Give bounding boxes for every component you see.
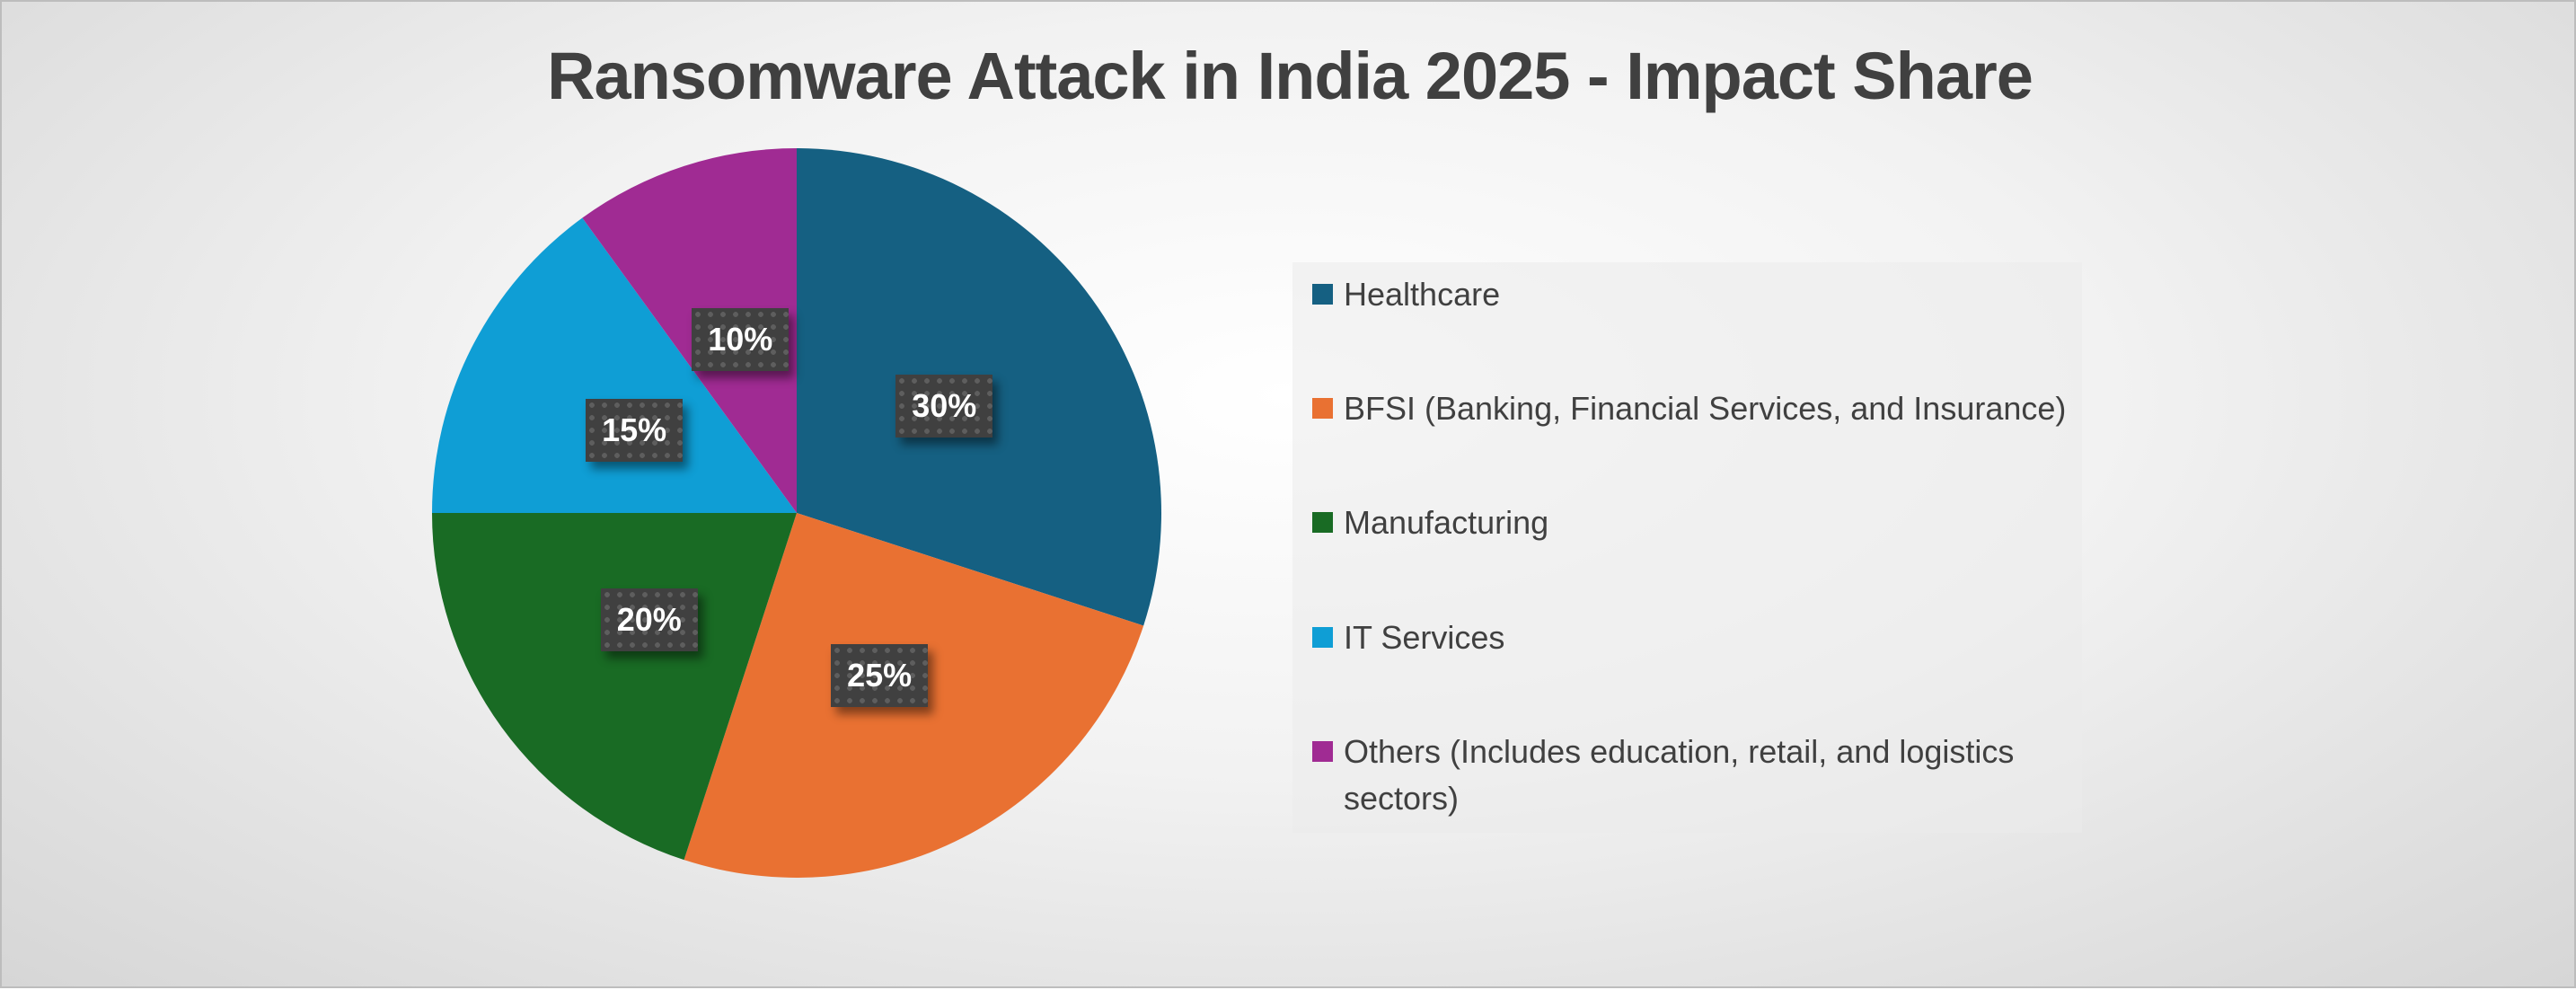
data-label-bfsi: 25%	[831, 643, 929, 707]
legend-item-others: Others (Includes education, retail, and …	[1312, 729, 2031, 822]
legend-item-manufacturing: Manufacturing	[1312, 499, 2067, 546]
legend-label: IT Services	[1344, 619, 1505, 656]
pie-slice-it-services	[432, 217, 797, 513]
legend-label: Others (Includes education, retail, and …	[1344, 733, 2015, 817]
legend-item-bfsi: BFSI (Banking, Financial Services, and I…	[1312, 385, 2067, 432]
legend-item-it-services: IT Services	[1312, 614, 2067, 661]
chart-title: Ransomware Attack in India 2025 - Impact…	[547, 39, 2033, 113]
legend: Healthcare BFSI (Banking, Financial Serv…	[1292, 262, 2082, 833]
pie-slice-others	[582, 148, 797, 513]
data-label-manufacturing: 20%	[600, 588, 698, 652]
legend-item-healthcare: Healthcare	[1312, 271, 2067, 318]
legend-swatch	[1312, 741, 1333, 762]
legend-label: Healthcare	[1344, 276, 1501, 313]
legend-swatch	[1312, 284, 1333, 305]
data-label-it-services: 15%	[586, 398, 684, 462]
legend-label: BFSI (Banking, Financial Services, and I…	[1344, 390, 2067, 427]
legend-swatch	[1312, 627, 1333, 648]
pie-slice-manufacturing	[432, 513, 797, 861]
legend-swatch	[1312, 398, 1333, 419]
data-label-healthcare: 30%	[895, 374, 993, 438]
data-label-others: 10%	[692, 307, 790, 371]
legend-swatch	[1312, 512, 1333, 533]
legend-label: Manufacturing	[1344, 504, 1549, 541]
